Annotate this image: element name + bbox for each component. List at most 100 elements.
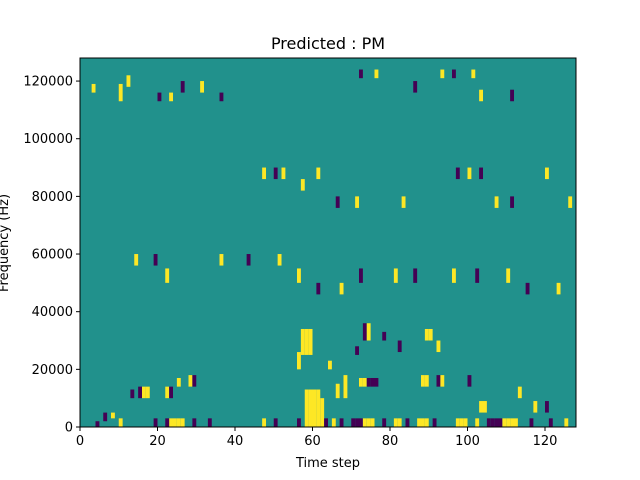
heatmap-cell [510, 196, 515, 208]
y-tick-label: 60000 [32, 248, 73, 263]
heatmap-cell [436, 340, 441, 353]
heatmap-cell [219, 254, 224, 266]
heatmap-cell [366, 377, 371, 387]
heatmap-cell [351, 418, 356, 427]
heatmap-cell [103, 412, 108, 422]
y-tick-label: 0 [65, 421, 73, 436]
y-axis-ticks: 0 20000 40000 60000 80000 100000 120000 [23, 75, 80, 436]
heatmap-cell [339, 418, 344, 427]
heatmap-cell [355, 418, 360, 427]
heatmap-cell [316, 389, 321, 427]
heatmap-cell [331, 418, 336, 427]
y-tick-label: 100000 [23, 132, 73, 147]
heatmap-cell [564, 418, 569, 427]
heatmap-cell [452, 268, 456, 283]
x-tick-label: 120 [533, 434, 558, 449]
heatmap-cell [169, 92, 174, 102]
heatmap-cell [510, 89, 515, 102]
heatmap-cell [366, 418, 371, 427]
heatmap-cell [281, 167, 286, 180]
heatmap-cell [568, 196, 573, 208]
heatmap-cell [165, 418, 170, 427]
x-tick-label: 40 [227, 434, 244, 449]
heatmap-cell [413, 268, 418, 283]
heatmap-cell [393, 418, 398, 427]
heatmap-cell [421, 375, 425, 387]
heatmap-cell [440, 69, 445, 79]
chart-title: Predicted : PM [271, 34, 385, 53]
heatmap-cell [169, 386, 174, 399]
heatmap-cell [169, 418, 174, 427]
heatmap-cell [393, 268, 398, 283]
heatmap-cell [188, 375, 193, 387]
heatmap-cell [297, 268, 301, 283]
heatmap-cell [494, 418, 499, 427]
x-tick-label: 20 [149, 434, 166, 449]
heatmap-cell [308, 389, 313, 427]
y-tick-label: 120000 [23, 75, 73, 90]
y-axis-label: Frequency (Hz) [0, 194, 12, 292]
heatmap-cell [308, 328, 313, 355]
heatmap-cell [548, 418, 553, 427]
x-axis-label: Time step [295, 456, 360, 471]
heatmap-cell [91, 83, 96, 93]
heatmap-cell [297, 418, 301, 427]
y-tick-label: 40000 [32, 305, 73, 320]
heatmap-cell [111, 412, 115, 419]
heatmap-cell [176, 377, 181, 387]
heatmap-cell [320, 398, 325, 427]
heatmap-cell [312, 389, 317, 427]
heatmap-cell [328, 360, 332, 370]
heatmap-cell [421, 418, 425, 427]
heatmap-cell [374, 377, 379, 387]
heatmap-cell [207, 418, 212, 427]
heatmap-cell [343, 375, 348, 399]
heatmap-cell [506, 268, 511, 283]
heatmap-cell [506, 418, 511, 427]
heatmap-cell [362, 323, 367, 341]
heatmap-cell [413, 81, 418, 93]
heatmap-background [80, 58, 576, 427]
heatmap-cell [304, 328, 309, 355]
heatmap-cell [145, 386, 150, 399]
x-tick-label: 60 [304, 434, 321, 449]
y-tick-label: 20000 [32, 363, 73, 378]
heatmap-cells [91, 69, 573, 427]
heatmap-cell [246, 254, 251, 266]
heatmap-cell [359, 418, 363, 427]
heatmap-cell [262, 167, 267, 180]
heatmap-cell [359, 268, 363, 283]
heatmap-cell [362, 377, 367, 387]
heatmap-cell [130, 389, 135, 399]
heatmap-cell [277, 254, 282, 266]
heatmap-cell [362, 418, 367, 427]
heatmap-cell [176, 418, 181, 427]
x-tick-label: 80 [382, 434, 399, 449]
heatmap-cell [483, 401, 487, 413]
heatmap-cell [424, 375, 429, 387]
heatmap-cell [192, 375, 197, 387]
heatmap-cell [490, 418, 495, 427]
heatmap-cell [424, 418, 429, 427]
heatmap-cell [335, 196, 340, 208]
heatmap-cell [366, 323, 371, 341]
heatmap-cell [359, 377, 363, 387]
heatmap-cell [165, 268, 170, 283]
heatmap-cell [304, 389, 309, 427]
heatmap-cell [556, 282, 561, 295]
heatmap-cell [355, 196, 360, 208]
heatmap-cell [118, 83, 123, 102]
heatmap-cell [339, 282, 344, 295]
heatmap-cell [529, 418, 534, 427]
heatmap-cell [180, 418, 185, 427]
heatmap-cell [463, 418, 468, 427]
heatmap-cell [475, 268, 480, 283]
heatmap-cell [192, 418, 197, 427]
heatmap-cell [134, 254, 139, 266]
heatmap-cell [153, 418, 158, 427]
heatmap-cell [157, 92, 162, 102]
heatmap-cell [452, 69, 456, 79]
heatmap-cell [138, 386, 143, 399]
heatmap-cell [525, 282, 530, 295]
heatmap-cell [502, 418, 507, 427]
